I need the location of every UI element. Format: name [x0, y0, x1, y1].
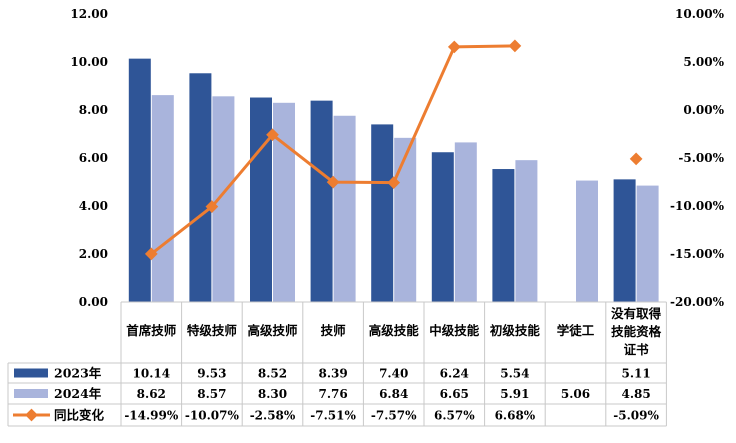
y-right-tick-label: 5.00% — [683, 55, 724, 69]
bar-series2 — [576, 180, 598, 302]
y-right-tick-label: -5.00% — [678, 151, 724, 165]
data-label: -5.09% — [613, 409, 659, 423]
y-right-tick-label: 10.00% — [675, 7, 725, 21]
data-label: 8.57 — [197, 387, 226, 401]
category-label: 技师 — [321, 323, 347, 338]
category-label: 首席技师 — [126, 323, 177, 338]
y-left-tick-label: 4.00 — [79, 199, 108, 213]
bar-series2 — [515, 160, 538, 302]
data-label: 10.14 — [133, 367, 171, 381]
data-label: 6.84 — [379, 387, 408, 401]
line-point-marker — [205, 200, 219, 214]
data-label: 5.06 — [561, 387, 590, 401]
y-left-tick-label: 0.00 — [79, 295, 108, 309]
bar-series2 — [636, 185, 659, 302]
legend-swatch-2024 — [14, 389, 48, 398]
bar-series2 — [212, 96, 235, 302]
category-label: 高级技师 — [247, 323, 298, 338]
data-label: 5.54 — [500, 367, 529, 381]
category-label: 证书 — [624, 342, 650, 357]
bar-series1 — [431, 152, 454, 302]
y-left-tick-label: 6.00 — [79, 151, 108, 165]
data-label: -7.57% — [371, 409, 417, 423]
bar-series2 — [454, 142, 477, 302]
data-label: 7.40 — [379, 367, 408, 381]
category-label: 没有取得 — [611, 306, 662, 321]
bar-series1 — [128, 58, 151, 302]
data-label: 8.39 — [318, 367, 347, 381]
bar-series1 — [250, 97, 272, 303]
data-label: 6.57% — [434, 409, 475, 423]
bar-series1 — [613, 179, 636, 302]
bar-series2 — [394, 137, 417, 302]
category-label: 学徒工 — [557, 323, 595, 338]
data-label: -14.99% — [124, 409, 179, 423]
category-label: 特级技师 — [187, 323, 238, 338]
line-point-marker — [447, 40, 461, 54]
data-label: 8.62 — [137, 387, 166, 401]
line-point-marker — [266, 128, 279, 142]
y-right-tick-label: -20.00% — [670, 295, 725, 309]
y-left-tick-label: 8.00 — [79, 103, 108, 117]
data-label: 7.76 — [318, 387, 347, 401]
bar-series1 — [371, 124, 394, 303]
bar-series2 — [151, 95, 174, 303]
legend-label: 同比变化 — [54, 408, 105, 423]
bar-series2 — [273, 102, 295, 302]
line-point-marker — [326, 175, 340, 189]
data-label: -2.58% — [250, 409, 296, 423]
data-label: -7.51% — [310, 409, 356, 423]
data-label: 6.68% — [495, 409, 536, 423]
y-left-tick-label: 2.00 — [79, 247, 108, 261]
data-label: 6.65 — [440, 387, 469, 401]
data-label: 8.30 — [258, 387, 287, 401]
legend-label: 2024年 — [54, 386, 102, 401]
y-right-tick-label: -10.00% — [670, 199, 725, 213]
y-left-tick-label: 10.00 — [70, 55, 108, 69]
data-label: 5.91 — [500, 387, 529, 401]
line-point-marker — [629, 152, 643, 166]
legend-marker-yoy — [25, 408, 38, 422]
y-right-tick-label: 0.00% — [683, 103, 724, 117]
data-label: 6.24 — [440, 367, 469, 381]
category-label: 初级技能 — [490, 323, 541, 338]
data-label: 8.52 — [258, 367, 287, 381]
bar-series2 — [333, 115, 356, 302]
bar-series1 — [189, 73, 212, 302]
data-label: 5.11 — [621, 367, 650, 381]
category-label: 中级技能 — [429, 323, 480, 338]
legend-swatch-2023 — [14, 368, 48, 378]
y-left-tick-label: 12.00 — [70, 7, 108, 21]
data-label: 4.85 — [621, 387, 650, 401]
category-label: 技能资格 — [611, 324, 662, 339]
bar-series1 — [310, 100, 333, 302]
line-point-marker — [508, 39, 522, 53]
data-label: 9.53 — [197, 367, 226, 381]
data-label: -10.07% — [185, 409, 240, 423]
y-right-tick-label: -15.00% — [670, 247, 725, 261]
category-label: 高级技能 — [369, 323, 420, 338]
bar-series1 — [492, 169, 515, 302]
legend-label: 2023年 — [54, 366, 102, 381]
line-point-marker — [387, 176, 401, 190]
